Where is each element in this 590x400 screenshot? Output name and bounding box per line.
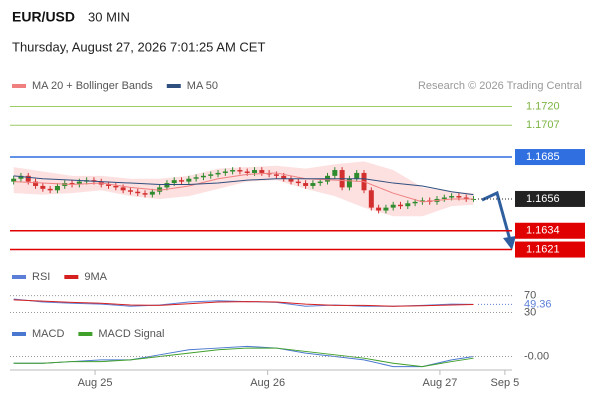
candle-body bbox=[127, 190, 133, 192]
candle-body bbox=[47, 188, 53, 191]
candle-body bbox=[106, 184, 112, 186]
candle-body bbox=[135, 191, 141, 194]
candle-body bbox=[171, 180, 177, 184]
candle-body bbox=[456, 196, 462, 198]
candle-body bbox=[354, 172, 360, 179]
rsi-current-label: 49.36 bbox=[524, 298, 552, 310]
candle-body bbox=[157, 187, 163, 192]
candle-body bbox=[69, 183, 75, 185]
rsi-line bbox=[13, 299, 474, 307]
candle-body bbox=[11, 178, 17, 182]
legend-swatch bbox=[64, 275, 79, 279]
y-tick-label: 70 bbox=[524, 290, 536, 302]
candle-body bbox=[113, 185, 119, 188]
legend-swatch bbox=[12, 275, 26, 279]
candle-body bbox=[273, 174, 279, 176]
candle-body bbox=[25, 175, 31, 182]
legend-swatch bbox=[12, 332, 26, 336]
candle-body bbox=[398, 204, 404, 207]
legend-label: MACD bbox=[32, 328, 64, 340]
legend-label: MA 20 + Bollinger Bands bbox=[32, 80, 153, 92]
candle-body bbox=[332, 170, 338, 176]
candle-body bbox=[186, 178, 192, 182]
candle-body bbox=[222, 171, 228, 173]
y-tick-label: -0.00 bbox=[524, 350, 549, 362]
candle-body bbox=[120, 187, 126, 191]
candle-body bbox=[281, 175, 287, 179]
candle-body bbox=[230, 170, 236, 172]
x-tick-label: Aug 26 bbox=[250, 377, 285, 389]
candle-body bbox=[54, 185, 60, 191]
candle-body bbox=[18, 175, 24, 179]
current-label: 1.1656 bbox=[526, 193, 560, 205]
candle-body bbox=[310, 183, 316, 186]
candle-body bbox=[383, 207, 389, 211]
candle-body bbox=[164, 183, 170, 188]
candle-body bbox=[295, 181, 301, 184]
candle-body bbox=[368, 190, 374, 208]
candle-body bbox=[76, 181, 82, 185]
candle-body bbox=[317, 181, 323, 184]
macd-line bbox=[13, 345, 474, 368]
x-tick-label: Aug 27 bbox=[422, 377, 457, 389]
candle-body bbox=[142, 193, 148, 195]
legend-label: MACD Signal bbox=[98, 328, 164, 340]
legend-label: MA 50 bbox=[187, 80, 218, 92]
level-box bbox=[515, 149, 585, 166]
candle-body bbox=[40, 185, 46, 189]
candle-body bbox=[33, 181, 39, 186]
macd-line bbox=[13, 347, 474, 368]
projection-arrow bbox=[481, 190, 512, 241]
candle-body bbox=[259, 170, 265, 173]
candle-body bbox=[149, 191, 155, 195]
candle-body bbox=[419, 200, 425, 202]
candle-body bbox=[390, 204, 396, 208]
candle-body bbox=[405, 203, 411, 207]
ma-line bbox=[13, 172, 474, 203]
candle-body bbox=[288, 178, 294, 182]
candle-body bbox=[237, 170, 243, 172]
candle-body bbox=[252, 170, 258, 173]
level-box bbox=[515, 241, 585, 258]
candle-body bbox=[441, 197, 447, 199]
candle-body bbox=[346, 178, 352, 188]
level-label: 1.1634 bbox=[526, 225, 560, 237]
ma-line bbox=[13, 175, 474, 196]
candle-body bbox=[208, 174, 214, 176]
candle-body bbox=[449, 196, 455, 198]
source: Research © 2026 Trading Central bbox=[418, 80, 582, 92]
candle-body bbox=[376, 207, 382, 211]
arrow-head bbox=[503, 236, 516, 250]
legend-swatch bbox=[78, 332, 93, 336]
bollinger-band bbox=[13, 161, 474, 217]
candle-body bbox=[215, 172, 221, 175]
x-tick-label: Sep 5 bbox=[491, 377, 520, 389]
legend-label: 9MA bbox=[84, 271, 107, 283]
candle-body bbox=[179, 180, 185, 182]
candle-body bbox=[193, 177, 199, 179]
interval: 30 MIN bbox=[88, 9, 130, 24]
level-label: 1.1685 bbox=[526, 151, 560, 163]
chart-title: EUR/USD bbox=[12, 9, 75, 25]
level-label: 1.1707 bbox=[526, 119, 560, 131]
candle-body bbox=[244, 171, 250, 173]
level-label: 1.1720 bbox=[526, 100, 560, 112]
subtitle: Thursday, August 27, 2026 7:01:25 AM CET bbox=[12, 39, 265, 54]
candle-body bbox=[200, 175, 206, 178]
x-tick-label: Aug 25 bbox=[78, 377, 113, 389]
legend-swatch bbox=[166, 84, 181, 88]
legend-label: RSI bbox=[32, 271, 50, 283]
level-label: 1.1621 bbox=[526, 243, 560, 255]
level-box bbox=[515, 222, 585, 239]
candle-body bbox=[412, 201, 418, 204]
current-box bbox=[515, 190, 585, 207]
legend-swatch bbox=[12, 84, 26, 88]
candle-body bbox=[463, 197, 469, 199]
candle-body bbox=[303, 183, 309, 186]
y-tick-label: 30 bbox=[524, 306, 536, 318]
